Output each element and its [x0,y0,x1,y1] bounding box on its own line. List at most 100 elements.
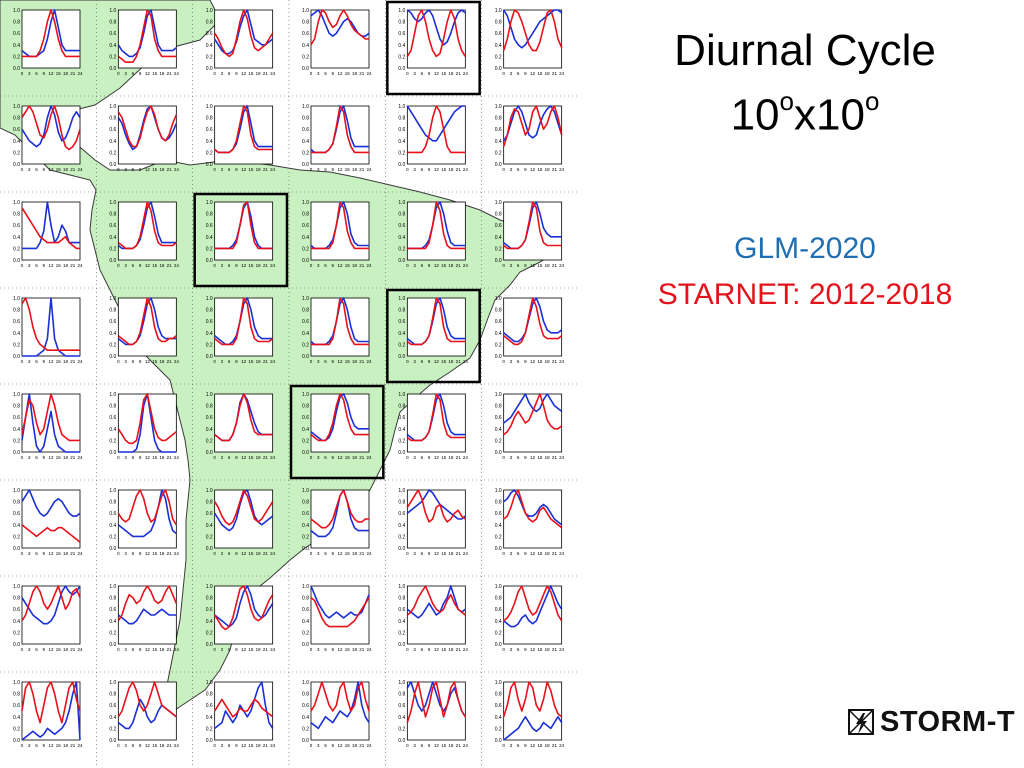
x-tick-label: 3 [124,71,127,76]
y-tick-label: 0.6 [206,319,213,325]
x-tick-label: 18 [256,71,262,76]
plot-frame [117,681,177,741]
x-tick-label: 6 [35,263,38,268]
x-tick-label: 9 [524,359,527,364]
x-tick-label: 0 [310,551,313,556]
x-tick-label: 9 [331,455,334,460]
x-tick-label: 24 [463,455,469,460]
x-tick-label: 6 [132,167,135,172]
starnet-series-line [310,596,370,628]
y-tick-label: 0.0 [302,66,309,72]
y-tick-label: 1.0 [206,104,213,110]
x-tick-label: 15 [441,263,447,268]
y-tick-label: 1.0 [495,296,502,302]
x-tick-label: 24 [559,743,565,748]
y-tick-label: 0.2 [495,630,502,636]
y-tick-label: 0.6 [13,31,20,37]
x-tick-label: 9 [524,167,527,172]
y-tick-label: 0.0 [206,450,213,456]
x-tick-label: 6 [132,71,135,76]
y-tick-label: 0.0 [109,642,116,648]
y-tick-label: 0.0 [495,546,502,552]
y-tick-label: 0.0 [398,546,405,552]
x-tick-label: 3 [413,743,416,748]
x-tick-label: 3 [124,743,127,748]
x-tick-label: 6 [35,551,38,556]
y-tick-label: 0.4 [302,619,309,625]
x-tick-label: 15 [56,551,62,556]
x-tick-label: 9 [524,551,527,556]
x-tick-label: 3 [124,263,127,268]
panel-1-3: 0.0 0.2 0.4 0.6 0.8 1.0 0 3 6 9 12 15 18 21 24 [302,104,372,172]
y-tick-label: 0.4 [109,523,116,529]
x-tick-label: 18 [256,743,262,748]
x-tick-label: 3 [510,167,513,172]
y-tick-label: 0.0 [109,162,116,168]
x-tick-label: 15 [441,647,447,652]
x-tick-label: 0 [21,71,24,76]
x-tick-label: 21 [263,71,269,76]
x-tick-label: 24 [174,455,180,460]
x-tick-label: 3 [28,71,31,76]
x-tick-label: 15 [441,551,447,556]
y-tick-label: 1.0 [109,392,116,398]
x-tick-label: 12 [145,551,151,556]
y-tick-label: 0.0 [302,642,309,648]
y-tick-label: 1.0 [302,680,309,686]
glm-series-line [21,489,81,517]
x-tick-label: 0 [406,647,409,652]
x-tick-label: 9 [331,647,334,652]
x-tick-label: 6 [517,551,520,556]
starnet-series-line [214,585,274,631]
x-tick-label: 0 [117,647,120,652]
x-tick-label: 21 [456,551,462,556]
x-tick-label: 9 [524,743,527,748]
y-tick-label: 0.0 [206,738,213,744]
x-tick-label: 6 [421,743,424,748]
plot-frame [214,585,274,645]
x-tick-label: 21 [70,551,76,556]
x-tick-label: 0 [21,551,24,556]
glm-series-line [503,297,563,343]
plot-frame [117,297,177,357]
x-tick-label: 0 [117,167,120,172]
x-tick-label: 0 [406,71,409,76]
x-tick-label: 24 [174,551,180,556]
plot-frame [503,297,563,357]
starnet-series-line [117,201,177,250]
y-tick-label: 1.0 [109,488,116,494]
plot-frame [503,393,563,453]
y-tick-label: 0.6 [206,607,213,613]
plot-frame [117,585,177,645]
x-tick-label: 9 [235,71,238,76]
plot-frame [406,201,466,261]
x-tick-label: 15 [345,359,351,364]
x-tick-label: 18 [352,455,358,460]
y-tick-label: 0.6 [206,703,213,709]
y-tick-label: 0.6 [109,703,116,709]
x-tick-label: 18 [448,359,454,364]
y-tick-label: 0.2 [109,150,116,156]
y-tick-label: 0.4 [302,139,309,145]
x-tick-label: 6 [324,743,327,748]
x-tick-label: 12 [530,743,536,748]
y-tick-label: 0.4 [398,523,405,529]
y-tick-label: 0.4 [495,427,502,433]
x-tick-label: 21 [70,167,76,172]
y-tick-label: 0.8 [109,308,116,314]
y-tick-label: 0.4 [13,523,20,529]
panel-1-5: 0.0 0.2 0.4 0.6 0.8 1.0 0 3 6 9 12 15 18 21 24 [495,104,565,172]
x-tick-label: 15 [345,647,351,652]
plot-frame [310,9,370,69]
y-tick-label: 0.2 [302,54,309,60]
y-tick-label: 0.8 [206,20,213,26]
x-tick-label: 18 [352,647,358,652]
storm-t-logo: STORM-T [846,700,1024,744]
x-tick-label: 24 [174,71,180,76]
x-tick-label: 3 [317,743,320,748]
x-tick-label: 6 [35,359,38,364]
x-tick-label: 12 [434,551,440,556]
x-tick-label: 12 [48,359,54,364]
x-tick-label: 0 [310,359,313,364]
starnet-series-line [117,489,177,526]
